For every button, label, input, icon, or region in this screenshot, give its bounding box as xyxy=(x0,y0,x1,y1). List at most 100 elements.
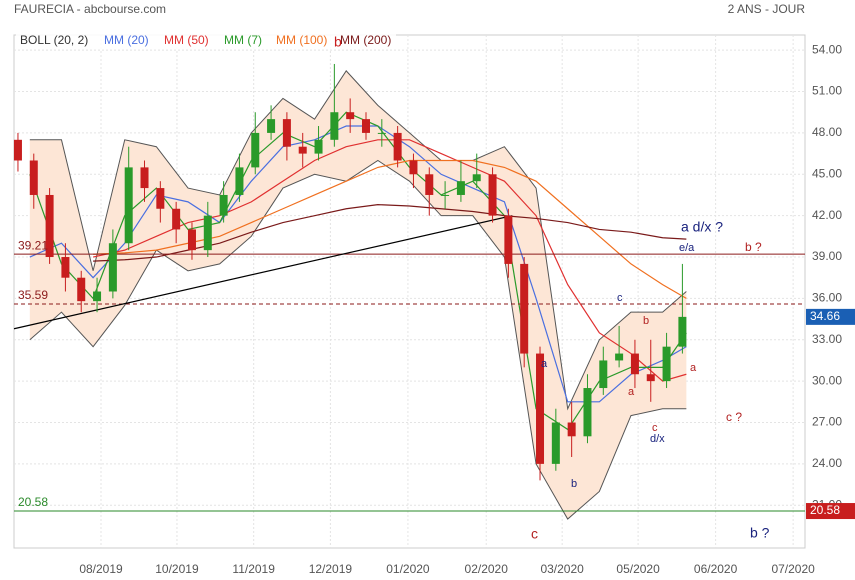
annotation: b xyxy=(571,478,577,490)
candle-body xyxy=(61,257,70,278)
bollinger-upper xyxy=(29,70,687,411)
period-label: 2 ANS - JOUR xyxy=(728,2,806,16)
candle-body xyxy=(203,215,212,251)
annotation: c xyxy=(617,292,623,304)
candle-body xyxy=(77,277,86,302)
legend: BOLL (20, 2) MM (20) MM (50) MM (7) MM (100)… xyxy=(16,33,396,49)
candle-body xyxy=(615,353,624,361)
legend-entry: MM (20) xyxy=(104,33,149,47)
annotation: b ? xyxy=(750,525,770,541)
candle-body xyxy=(330,112,339,140)
candle-body xyxy=(172,208,181,230)
candle-body xyxy=(599,360,608,389)
candle-body xyxy=(251,132,260,168)
annotations: b a d/x ? e/a b ? c b a c ? b ? c b a a … xyxy=(334,34,770,542)
annotation: a d/x ? xyxy=(681,219,723,235)
candle-body xyxy=(108,243,117,292)
candle-body xyxy=(551,422,560,464)
legend-entry: BOLL (20, 2) xyxy=(20,33,88,47)
candle-body xyxy=(583,388,592,437)
candle-body xyxy=(520,263,529,354)
annotation: c ? xyxy=(726,410,742,424)
annotation: b xyxy=(334,34,342,50)
level-box-label: 20.58 xyxy=(810,503,840,517)
candle-body xyxy=(267,119,276,133)
last-price-label: 34.66 xyxy=(810,309,840,323)
x-tick-label: 11/2019 xyxy=(232,562,275,576)
level-box xyxy=(806,503,855,520)
x-tick-label: 02/2020 xyxy=(465,562,509,576)
last-price-box xyxy=(806,308,855,325)
legend-entry: MM (100) xyxy=(276,33,327,47)
annotation: a xyxy=(690,362,697,374)
candle-body xyxy=(235,167,244,195)
candle-body xyxy=(425,174,434,195)
candle-body xyxy=(29,160,38,195)
x-tick-label: 08/2019 xyxy=(79,562,123,576)
x-tick-label: 05/2020 xyxy=(616,562,660,576)
candle-body xyxy=(393,132,402,161)
annotation: a xyxy=(541,358,548,370)
candle-body xyxy=(409,160,418,175)
candle-body xyxy=(488,174,497,216)
candle-body xyxy=(346,112,355,120)
candle-body xyxy=(662,346,671,382)
candle-body xyxy=(536,353,545,464)
level-label: 39.21 xyxy=(18,238,48,252)
x-tick-label: 10/2019 xyxy=(155,562,199,576)
x-tick-label: 12/2019 xyxy=(309,562,353,576)
candle-body xyxy=(441,194,450,196)
candle-body xyxy=(124,167,133,244)
candle-body xyxy=(456,181,465,195)
x-tick-label: 06/2020 xyxy=(694,562,738,576)
candle-body xyxy=(156,188,165,209)
candle-body xyxy=(377,132,386,134)
candle-body xyxy=(282,119,291,147)
y-tick-label: 36.00 xyxy=(812,291,842,305)
candle-body xyxy=(45,194,54,258)
candle-body xyxy=(298,146,307,154)
level-label: 20.58 xyxy=(18,495,48,509)
candle-body xyxy=(678,316,687,347)
x-tick-label: 07/2020 xyxy=(771,562,815,576)
legend-bg xyxy=(16,33,396,49)
annotation: c xyxy=(652,422,658,434)
x-tick-label: 01/2020 xyxy=(386,562,430,576)
candle-body xyxy=(567,422,576,437)
annotation: d/x xyxy=(650,433,665,445)
annotation: e/a xyxy=(679,242,695,254)
legend-entry: MM (50) xyxy=(164,33,209,47)
y-tick-label: 45.00 xyxy=(812,166,842,180)
candle-body xyxy=(314,139,323,154)
y-tick-label: 51.00 xyxy=(812,84,842,98)
y-tick-label: 54.00 xyxy=(812,42,842,56)
candle-body xyxy=(140,167,149,189)
y-tick-label: 42.00 xyxy=(812,208,842,222)
candle-body xyxy=(472,174,481,182)
annotation: c xyxy=(531,526,538,542)
y-tick-label: 33.00 xyxy=(812,332,842,346)
y-tick-label: 30.00 xyxy=(812,373,842,387)
annotation: b ? xyxy=(745,240,762,254)
annotation: a xyxy=(628,386,635,398)
bollinger-fill xyxy=(29,70,687,520)
candle-body xyxy=(13,139,22,161)
annotation: b xyxy=(643,315,649,327)
bollinger-lower xyxy=(29,159,687,520)
y-tick-label: 48.00 xyxy=(812,125,842,139)
candle-body xyxy=(630,353,639,375)
candle-body xyxy=(93,291,102,302)
legend-entry: MM (7) xyxy=(224,33,262,47)
y-tick-label: 39.00 xyxy=(812,249,842,263)
chart-title: FAURECIA - abcbourse.com xyxy=(14,2,166,16)
candle-body xyxy=(361,119,370,133)
candle-body xyxy=(504,215,513,264)
level-label: 35.59 xyxy=(18,288,48,302)
x-tick-label: 03/2020 xyxy=(540,562,584,576)
plot-frame xyxy=(13,34,806,549)
y-tick-label: 27.00 xyxy=(812,415,842,429)
candle-body xyxy=(646,374,655,382)
candle-body xyxy=(219,194,228,216)
candle-body xyxy=(187,229,196,251)
